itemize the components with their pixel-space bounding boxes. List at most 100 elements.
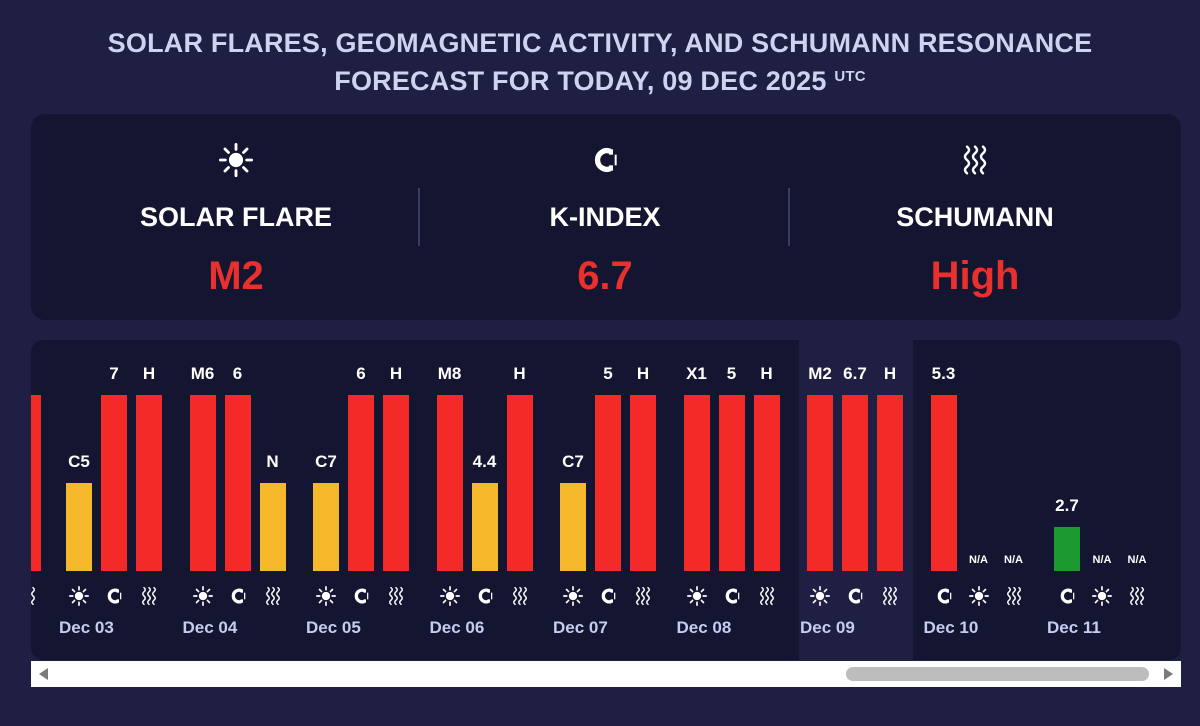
solar-flare-label: SOLAR FLARE [140, 202, 332, 232]
forecast-bar [718, 395, 745, 571]
bar-label: H [883, 364, 897, 383]
k-index-value: 6.7 [577, 254, 633, 298]
bar-label: X1 [686, 364, 707, 383]
forecast-timeline[interactable]: C5 7 H Dec 03 M6 6 N Dec 04 C7 6 H Dec 05 M8 4.4 H Dec … [31, 340, 1181, 660]
magnet-icon [226, 584, 250, 608]
scroll-right-arrow[interactable] [1164, 668, 1173, 680]
forecast-bar [259, 483, 286, 571]
bar-label: N/A [1127, 554, 1147, 566]
forecast-bar [224, 395, 251, 571]
bar-label: M6 [190, 364, 215, 383]
sun-icon [1090, 584, 1114, 608]
day-date-label: Dec 04 [182, 618, 238, 637]
sun-icon [191, 584, 215, 608]
forecast-bar [930, 395, 957, 571]
waves-icon [508, 584, 532, 608]
forecast-bar [630, 395, 656, 571]
forecast-bar [136, 395, 162, 571]
title-line-2: FORECAST FOR TODAY, 09 DEC 2025 UTC [0, 62, 1200, 100]
summary-schumann: SCHUMANN High [790, 114, 1160, 320]
summary-panel: SOLAR FLARE M2 K-INDEX 6.7 SCHUMANN High [31, 114, 1181, 320]
day-date-label: Dec 05 [306, 618, 361, 637]
forecast-bar [807, 395, 833, 571]
forecast-bar [189, 395, 216, 571]
forecast-bar [842, 395, 868, 571]
forecast-bar [560, 483, 586, 571]
forecast-bar [348, 395, 374, 571]
bar-label: 6 [232, 364, 243, 383]
sun-icon [438, 584, 462, 608]
day-date-label: Dec 07 [553, 618, 608, 637]
day-date-label: Dec 09 [800, 618, 855, 637]
magnet-icon [420, 140, 790, 180]
day-date-label: Dec 03 [59, 618, 114, 637]
forecast-bar [506, 395, 533, 571]
horizontal-scrollbar[interactable] [31, 661, 1181, 687]
summary-divider [418, 188, 420, 246]
forecast-bar [595, 395, 621, 571]
magnet-icon [596, 584, 620, 608]
bar-label: 6.7 [843, 364, 867, 383]
magnet-icon [349, 584, 373, 608]
day-date-label: Dec 10 [923, 618, 979, 637]
bar-label: N [266, 452, 279, 471]
summary-k-index: K-INDEX 6.7 [420, 114, 790, 320]
day-date-label: Dec 11 [1047, 618, 1101, 637]
waves-icon [384, 584, 408, 608]
title-line-1: SOLAR FLARES, GEOMAGNETIC ACTIVITY, AND … [107, 28, 1093, 58]
summary-divider [788, 188, 790, 246]
summary-solar-flare: SOLAR FLARE M2 [51, 114, 421, 320]
bar-label: N/A [1092, 554, 1112, 566]
sun-icon [67, 584, 91, 608]
bar-label: N/A [1004, 554, 1023, 566]
magnet-icon [473, 584, 497, 608]
waves-icon [261, 584, 285, 608]
waves-icon [631, 584, 655, 608]
magnet-icon [1055, 584, 1079, 608]
forecast-bar [313, 483, 339, 571]
bar-label: H [760, 364, 773, 383]
k-index-label: K-INDEX [549, 202, 661, 232]
utc-label: UTC [834, 68, 866, 85]
forecast-bar [683, 395, 710, 571]
bar-label: 5 [726, 364, 737, 383]
bar-label: H [142, 364, 156, 383]
forecast-bar [436, 395, 463, 571]
bar-label: 6 [356, 364, 366, 383]
bar-label: H [389, 364, 403, 383]
bar-label: 5 [603, 364, 613, 383]
sun-icon [314, 584, 338, 608]
forecast-bar [1054, 527, 1080, 571]
page-title: SOLAR FLARES, GEOMAGNETIC ACTIVITY, AND … [0, 24, 1200, 100]
forecast-bar [66, 483, 92, 571]
magnet-icon [720, 584, 744, 608]
scrollbar-thumb[interactable] [846, 667, 1149, 681]
bar-label: H [636, 364, 650, 383]
bar-label: 7 [109, 364, 119, 383]
waves-icon [1002, 584, 1026, 608]
forecast-bar [101, 395, 127, 571]
forecast-bar [877, 395, 903, 571]
scroll-left-arrow[interactable] [39, 668, 48, 680]
forecast-bar [31, 395, 41, 571]
magnet-icon [843, 584, 867, 608]
sun-icon [685, 584, 709, 608]
bar-label: C7 [562, 452, 584, 471]
bar-label: C5 [68, 452, 90, 471]
title-date: FORECAST FOR TODAY, 09 DEC 2025 [334, 66, 827, 96]
sun-icon [808, 584, 832, 608]
bar-label: 2.7 [1055, 496, 1079, 515]
waves-icon [137, 584, 161, 608]
forecast-bar [383, 395, 409, 571]
waves-icon [31, 584, 40, 608]
waves-icon [1125, 584, 1149, 608]
schumann-value: High [930, 254, 1020, 298]
bar-label: H [513, 364, 526, 383]
sun-icon [967, 584, 991, 608]
bar-label: M8 [437, 364, 462, 383]
waves-icon [790, 140, 1160, 180]
forecast-bar [471, 483, 498, 571]
bar-label: 5.3 [931, 364, 956, 383]
bar-label: N/A [969, 554, 988, 566]
day-date-label: Dec 06 [429, 618, 485, 637]
